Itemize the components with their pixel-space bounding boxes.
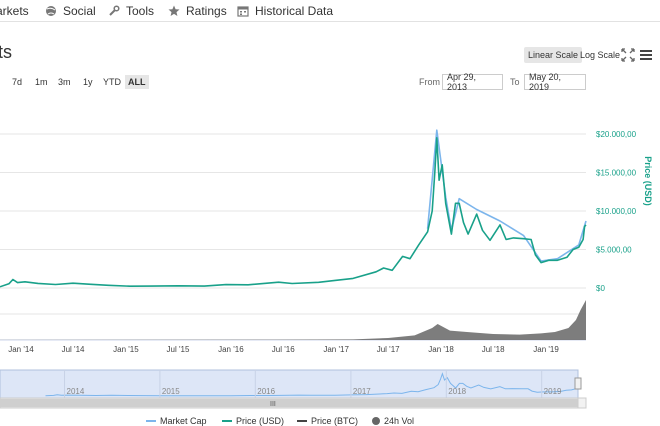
wrench-icon <box>108 5 120 17</box>
series-line-market-cap <box>426 129 587 262</box>
to-label: To <box>510 77 520 87</box>
scrollbar-grip-icon: III <box>270 401 276 408</box>
tab-historical-data-label: Historical Data <box>255 4 334 18</box>
y-axis-ticks: $20.000,00 $15.000,00 $10.000,00 $5.000,00 $… <box>596 130 637 293</box>
x-tick-label: Jan '17 <box>323 345 349 354</box>
navigator-year-label: 2017 <box>353 387 371 396</box>
tab-historical-data[interactable]: Historical Data <box>237 3 333 19</box>
x-tick-label: Jul '17 <box>377 345 400 354</box>
tab-markets-label: arkets <box>0 4 29 18</box>
x-axis-ticks: Jan '14 Jul '14 Jan '15 Jul '15 Jan '16 Jul '… <box>8 345 559 354</box>
menu-icon[interactable] <box>639 48 653 62</box>
y-tick-label: $5.000,00 <box>596 246 632 255</box>
to-date-input[interactable]: May 20, 2019 <box>524 72 586 92</box>
x-tick-label: Jan '14 <box>8 345 34 354</box>
legend-label: 24h Vol <box>384 416 415 426</box>
legend-line-icon <box>297 420 307 422</box>
tab-tools[interactable]: Tools <box>108 3 154 19</box>
scrollbar-right-arrow[interactable] <box>577 397 587 409</box>
from-label: From <box>419 77 440 87</box>
navigator[interactable]: 2014 2015 2016 2017 2018 2019 III <box>0 369 587 409</box>
y-tick-label: $0 <box>596 284 605 293</box>
navigator-window[interactable] <box>0 369 579 399</box>
range-ytd-button[interactable]: YTD <box>103 77 121 87</box>
x-tick-label: Jul '14 <box>62 345 85 354</box>
legend-label: Market Cap <box>160 416 207 426</box>
x-tick-label: Jan '16 <box>218 345 244 354</box>
navigator-year-label: 2014 <box>67 387 85 396</box>
x-tick-label: Jul '15 <box>167 345 190 354</box>
navigator-year-label: 2016 <box>257 387 275 396</box>
range-all-button[interactable]: ALL <box>125 75 149 89</box>
range-1m-button[interactable]: 1m <box>35 77 48 87</box>
x-tick-label: Jan '18 <box>428 345 454 354</box>
legend-item-price-usd[interactable]: Price (USD) <box>222 416 284 426</box>
fullscreen-icon[interactable] <box>621 48 635 62</box>
grid-lines <box>0 133 586 341</box>
x-tick-label: Jan '19 <box>533 345 559 354</box>
y-tick-label: $10.000,00 <box>596 207 637 216</box>
globe-icon <box>45 5 57 17</box>
legend-item-market-cap[interactable]: Market Cap <box>146 416 207 426</box>
x-tick-label: Jul '18 <box>482 345 505 354</box>
legend-line-icon <box>222 420 232 422</box>
tab-social-label: Social <box>63 4 96 18</box>
navigator-year-label: 2018 <box>448 387 466 396</box>
legend-line-icon <box>146 420 156 422</box>
x-tick-label: Jan '15 <box>113 345 139 354</box>
range-1y-button[interactable]: 1y <box>83 77 93 87</box>
tab-tools-label: Tools <box>126 4 155 18</box>
navigator-year-label: 2015 <box>162 387 180 396</box>
legend-label: Price (USD) <box>236 416 285 426</box>
series-line-price-usd- <box>0 137 587 288</box>
x-tick-label: Jul '16 <box>272 345 295 354</box>
range-3m-button[interactable]: 3m <box>58 77 71 87</box>
tab-ratings[interactable]: Ratings <box>168 3 227 19</box>
navigator-handle[interactable] <box>574 377 582 390</box>
linear-scale-button[interactable]: Linear Scale <box>524 47 583 63</box>
legend-item-24h-vol[interactable]: 24h Vol <box>372 416 414 426</box>
chart-title: rts <box>0 42 12 62</box>
navigator-year-label: 2019 <box>544 387 562 396</box>
tab-bar: arkets Social Tools Ratings Historical D… <box>0 0 660 22</box>
scrollbar-thumb[interactable] <box>0 399 578 407</box>
star-icon <box>168 5 180 17</box>
navigator-series <box>45 372 579 397</box>
legend-item-price-btc[interactable]: Price (BTC) <box>297 416 358 426</box>
y-axis-label: Price (USD) <box>643 156 653 206</box>
legend-circle-icon <box>372 417 380 425</box>
range-7d-button[interactable]: 7d <box>12 77 23 87</box>
series-lines <box>0 129 587 288</box>
volume-bars <box>0 300 586 340</box>
y-tick-label: $15.000,00 <box>596 169 637 178</box>
legend-label: Price (BTC) <box>311 416 358 426</box>
log-scale-button[interactable]: Log Scale <box>580 50 621 60</box>
tab-markets[interactable]: arkets <box>0 3 29 19</box>
volume-area <box>0 300 586 340</box>
from-date-input[interactable]: Apr 29, 2013 <box>442 72 503 92</box>
calendar-icon <box>237 5 249 17</box>
y-tick-label: $20.000,00 <box>596 130 637 139</box>
tab-ratings-label: Ratings <box>186 4 227 18</box>
tab-social[interactable]: Social <box>45 3 96 19</box>
